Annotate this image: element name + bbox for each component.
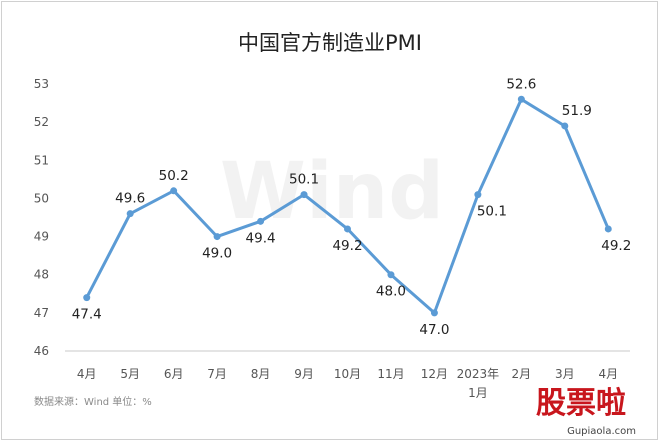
data-point: [387, 271, 395, 279]
data-label: 47.0: [419, 322, 449, 338]
x-tick-label: 11月: [377, 367, 404, 381]
x-tick-label-line: 4月: [598, 367, 618, 381]
y-tick-label: 49: [34, 230, 49, 244]
data-label: 49.2: [332, 238, 362, 254]
chart-title: 中国官方制造业PMI: [238, 31, 422, 55]
data-point: [170, 187, 178, 195]
data-label: 49.6: [115, 191, 145, 207]
x-tick-label: 6月: [164, 367, 184, 381]
x-tick-label: 12月: [421, 367, 448, 381]
x-tick-label-line: 1月: [468, 386, 488, 400]
source-note: 数据来源：Wind 单位：%: [34, 395, 152, 408]
x-tick-label-line: 2023年: [457, 367, 500, 381]
x-tick-label: 2月: [512, 367, 532, 381]
x-tick-label: 4月: [598, 367, 618, 381]
x-tick-label-line: 10月: [334, 367, 361, 381]
y-tick-label: 50: [34, 191, 49, 205]
x-tick-label: 5月: [120, 367, 140, 381]
data-point: [126, 210, 134, 218]
data-label: 47.4: [72, 307, 102, 323]
data-point: [474, 191, 482, 199]
logo-text: 股票啦: [536, 386, 626, 421]
x-tick-label: 7月: [207, 367, 227, 381]
data-point: [213, 233, 221, 241]
series-pmi: [83, 95, 612, 317]
data-label: 48.0: [376, 284, 406, 300]
x-tick-label-line: 3月: [555, 367, 575, 381]
data-label: 51.9: [562, 103, 592, 119]
x-tick-label-line: 11月: [377, 367, 404, 381]
x-tick-label: 8月: [251, 367, 271, 381]
x-tick-label: 2023年 1月: [457, 367, 500, 400]
data-label: 50.1: [477, 204, 507, 220]
data-label: 49.4: [246, 230, 276, 246]
data-labels: 47.4 49.6 50.2 49.0 49.4 50.1 49.2 48.0 47.0 50.1…: [72, 76, 632, 338]
x-tick-label-line: 9月: [294, 367, 314, 381]
y-tick-label: 46: [34, 344, 49, 358]
data-point: [604, 225, 612, 233]
x-tick-label-line: 6月: [164, 367, 184, 381]
data-point: [517, 95, 525, 103]
x-tick-label-line: 2月: [512, 367, 532, 381]
data-label: 49.0: [202, 246, 232, 262]
y-tick-label: 53: [34, 77, 49, 91]
data-label: 50.2: [159, 168, 189, 184]
data-label: 52.6: [506, 76, 536, 92]
data-point: [257, 217, 265, 225]
x-tick-label-line: 7月: [207, 367, 227, 381]
x-tick-label-line: 12月: [421, 367, 448, 381]
x-tick-label-line: 4月: [77, 367, 97, 381]
data-point: [561, 122, 569, 130]
data-point: [300, 191, 308, 199]
y-tick-label: 47: [34, 306, 49, 320]
x-tick-label: 10月: [334, 367, 361, 381]
logo-url: Gupiaola.com: [567, 426, 636, 437]
y-tick-label: 51: [34, 153, 49, 167]
data-point: [344, 225, 351, 233]
y-axis-ticks: 46 47 48 49 50 51 52 53: [34, 77, 49, 358]
x-tick-label: 3月: [555, 367, 575, 381]
data-label: 49.2: [601, 238, 631, 254]
data-point: [430, 309, 438, 317]
x-tick-label: 4月: [77, 367, 97, 381]
data-point: [83, 294, 91, 302]
y-tick-label: 52: [34, 115, 49, 129]
data-label: 50.1: [289, 172, 319, 188]
x-tick-label-line: 5月: [120, 367, 140, 381]
site-logo: 股票啦 Gupiaola.com: [536, 386, 636, 437]
x-tick-label-line: 8月: [251, 367, 271, 381]
x-axis-ticks: 4月 5月 6月 7月 8月 9月 10月 11月 12月 2023年 1月 2月 3月 4月: [77, 367, 618, 400]
x-tick-label: 9月: [294, 367, 314, 381]
y-tick-label: 48: [34, 268, 49, 282]
